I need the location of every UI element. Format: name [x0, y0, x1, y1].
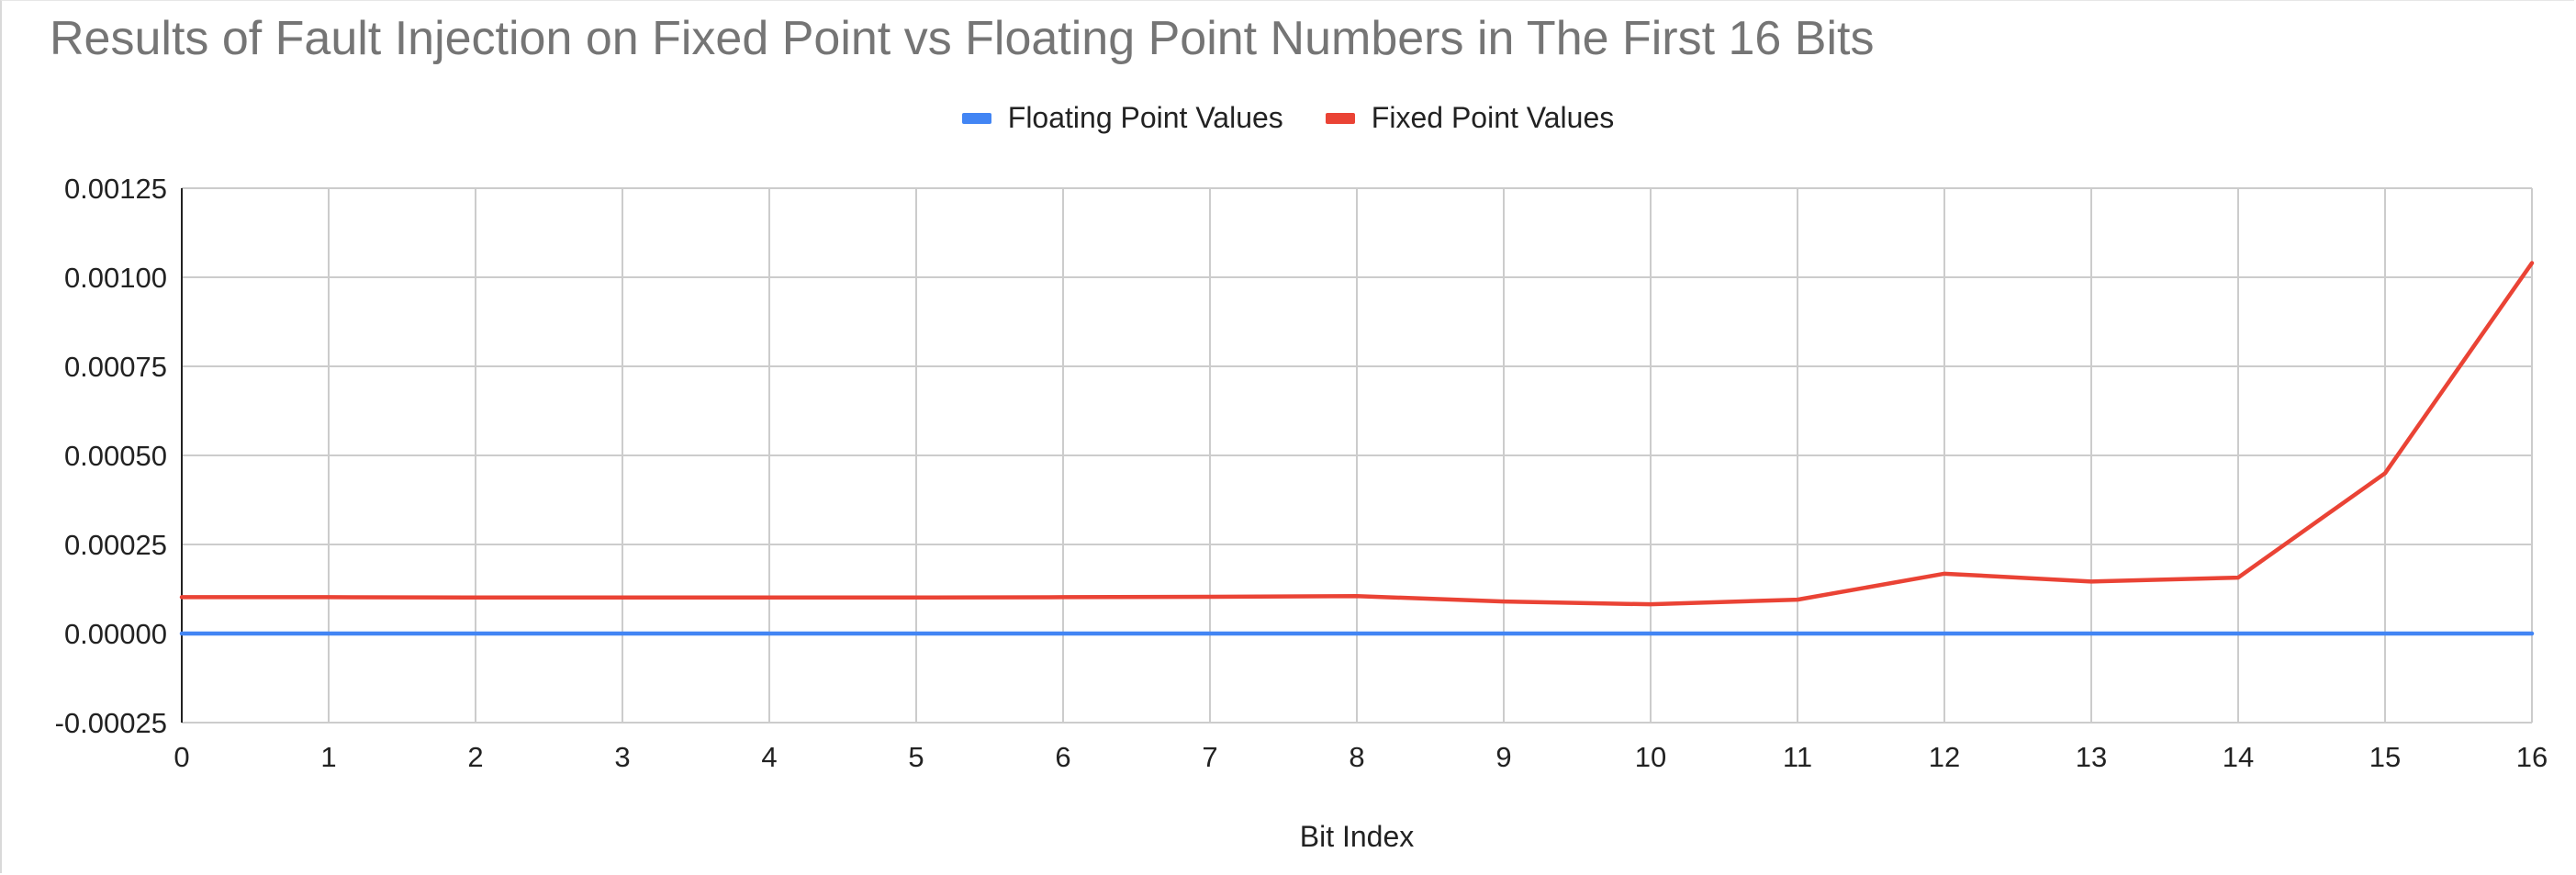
y-tick-label: 0.00025: [64, 529, 167, 561]
x-tick-label: 16: [2516, 741, 2548, 773]
y-tick-label: 0.00050: [64, 440, 167, 472]
y-tick-label: 0.00000: [64, 618, 167, 650]
x-tick-label: 5: [908, 741, 924, 773]
gridlines: [181, 187, 2533, 724]
legend-item-floating[interactable]: Floating Point Values: [961, 101, 1283, 135]
legend-item-fixed[interactable]: Fixed Point Values: [1325, 101, 1615, 135]
x-tick-label: 14: [2223, 741, 2254, 773]
legend-label-floating: Floating Point Values: [1007, 101, 1283, 134]
x-tick-label: 11: [1783, 741, 1812, 773]
x-tick-label: 1: [320, 741, 336, 773]
y-tick-label: -0.00025: [55, 707, 167, 739]
y-tick-labels: -0.00025 0.00000 0.00025 0.00050 0.00075 0.00…: [55, 173, 167, 739]
legend-swatch-floating: [961, 112, 991, 124]
x-tick-label: 8: [1349, 741, 1364, 773]
legend-label-fixed: Fixed Point Values: [1371, 101, 1615, 134]
x-tick-label: 9: [1495, 741, 1511, 773]
y-tick-label: 0.00125: [64, 173, 167, 205]
x-tick-label: 4: [761, 741, 777, 773]
x-tick-label: 2: [467, 741, 483, 773]
x-tick-label: 10: [1635, 741, 1666, 773]
x-axis-title: Bit Index: [1300, 820, 1415, 853]
x-tick-label: 13: [2076, 741, 2107, 773]
x-tick-label: 6: [1055, 741, 1070, 773]
legend: Floating Point Values Fixed Point Values: [0, 101, 2576, 135]
series-lines: [179, 261, 2535, 636]
x-tick-label: 15: [2369, 741, 2401, 773]
y-tick-label: 0.00075: [64, 351, 167, 383]
chart-title: Results of Fault Injection on Fixed Poin…: [50, 12, 1875, 65]
x-tick-label: 12: [1929, 741, 1960, 773]
x-tick-labels: 0 1 2 3 4 5 6 7 8 9 10 11 12 13 14 15 16: [174, 741, 2548, 773]
x-tick-label: 0: [174, 741, 189, 773]
series-line-fixed-point: [179, 261, 2535, 607]
x-tick-label: 3: [614, 741, 630, 773]
legend-swatch-fixed: [1325, 112, 1355, 124]
y-tick-label: 0.00100: [64, 262, 167, 294]
x-tick-label: 7: [1202, 741, 1217, 773]
